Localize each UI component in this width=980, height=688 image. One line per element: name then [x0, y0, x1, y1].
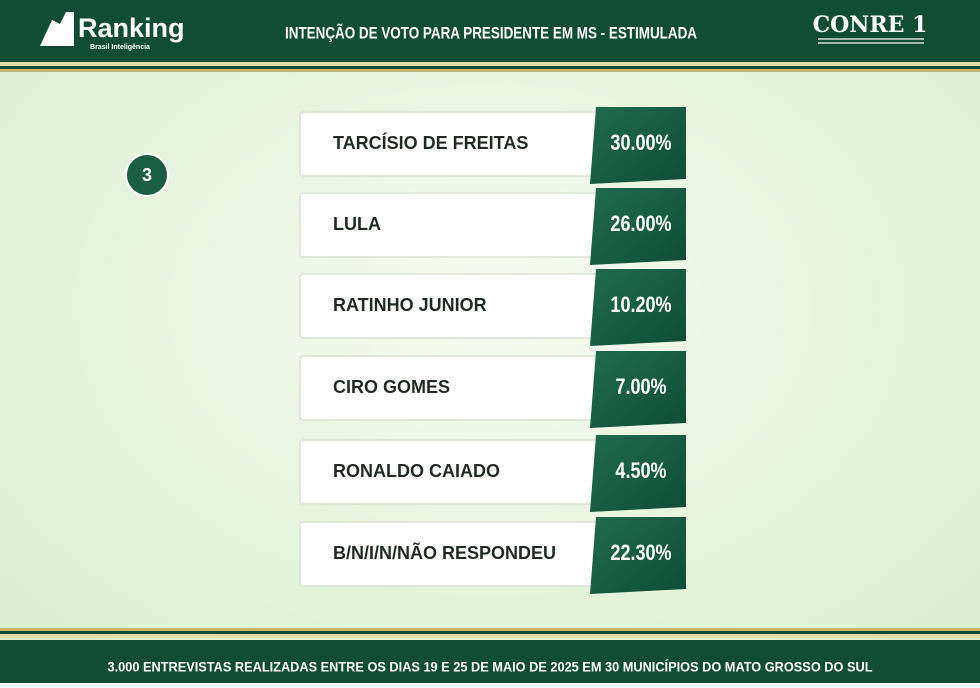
value-box	[590, 517, 686, 594]
row-name: RATINHO JUNIOR	[333, 295, 487, 315]
row-name: RONALDO CAIADO	[333, 461, 500, 481]
badge-text: 3	[142, 165, 152, 185]
header-title: INTENÇÃO DE VOTO PARA PRESIDENTE EM MS -…	[285, 22, 697, 42]
value-box	[590, 351, 686, 428]
row-value: 22.30%	[610, 541, 671, 565]
logo-subtitle: Brasil Inteligência	[90, 44, 150, 51]
row-value: 26.00%	[610, 212, 671, 236]
stripe	[0, 628, 980, 631]
stripe	[0, 62, 980, 66]
footer-bar	[0, 640, 980, 683]
rows: TARCÍSIO DE FREITAS 30.00% LULA 26.00% RATIN…	[299, 107, 686, 594]
value-box	[590, 188, 686, 265]
logo-icon	[40, 12, 74, 46]
row-name: CIRO GOMES	[333, 377, 450, 397]
stripe	[0, 66, 980, 69]
row-value: 7.00%	[615, 375, 666, 399]
header-bar	[0, 0, 980, 62]
row-name: B/N/I/N/NÃO RESPONDEU	[333, 542, 556, 563]
partner-line	[818, 38, 924, 40]
value-box	[590, 435, 686, 512]
row-value: 30.00%	[610, 131, 671, 155]
stripe	[0, 631, 980, 634]
badge	[125, 153, 169, 197]
partner-line	[818, 42, 924, 44]
stripe	[0, 69, 980, 72]
partner-logo: CONRE 1	[813, 12, 928, 38]
value-box	[590, 107, 686, 184]
row-value: 10.20%	[610, 293, 671, 317]
row-value: 4.50%	[615, 459, 666, 483]
value-box	[590, 269, 686, 346]
stripe	[0, 634, 980, 638]
footer-text: 3.000 ENTREVISTAS REALIZADAS ENTRE OS DI…	[108, 659, 873, 675]
logo-text: Ranking	[78, 13, 185, 43]
row-name: LULA	[333, 214, 381, 234]
row-name: TARCÍSIO DE FREITAS	[333, 132, 528, 153]
